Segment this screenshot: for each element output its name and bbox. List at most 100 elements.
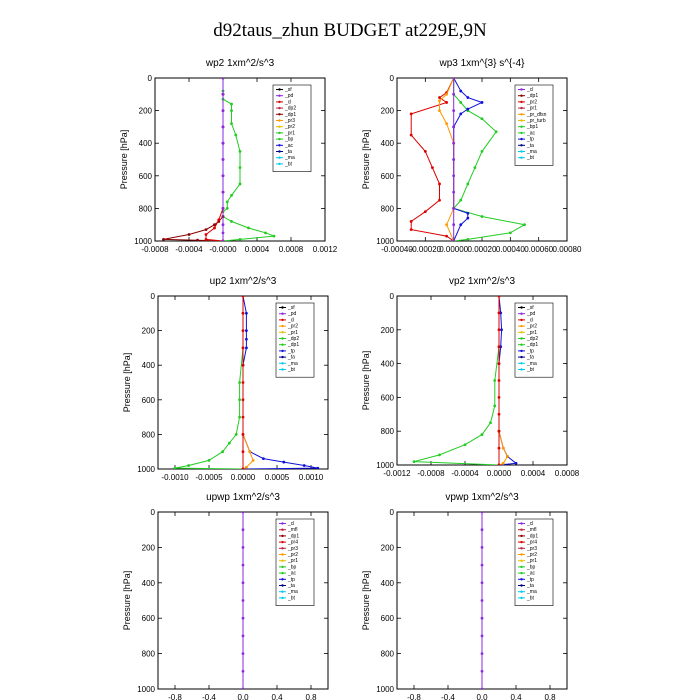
series-point (480, 433, 484, 436)
legend-label: _bt (526, 595, 535, 601)
legend-marker (278, 125, 281, 128)
legend-label: _pr1 (526, 106, 537, 112)
series-point (221, 450, 225, 454)
series-point (489, 421, 492, 425)
series-point (196, 238, 199, 241)
series-point (221, 231, 225, 235)
legend-label: _mfl (287, 527, 297, 533)
series-point (173, 466, 177, 469)
series-point (480, 581, 484, 585)
legend-label: _ta (284, 149, 292, 155)
series-point (241, 415, 245, 419)
legend-marker (278, 94, 281, 97)
series-point (213, 223, 216, 227)
legend-label: _cl (287, 521, 294, 527)
legend-label: _ac (284, 143, 294, 149)
legend-marker (520, 119, 523, 122)
legend-label: _pd (287, 311, 297, 317)
legend-box (514, 302, 554, 378)
y-tick-label: 1000 (376, 685, 394, 694)
y-tick-label: 600 (139, 172, 153, 181)
legend-label: _dp1 (284, 112, 296, 118)
legend-label: _cl (526, 317, 533, 323)
series-point (238, 237, 242, 241)
series-point (438, 99, 441, 103)
legend-marker (520, 547, 523, 550)
series-point (241, 433, 245, 436)
series-point (217, 218, 221, 222)
series-point (241, 311, 245, 315)
legend-label: _tp (287, 577, 295, 583)
legend-marker (281, 343, 284, 346)
y-tick-label: 800 (142, 430, 156, 439)
legend-marker (520, 596, 523, 600)
legend-marker (520, 522, 523, 525)
series-point (234, 433, 238, 436)
legend-marker (520, 540, 523, 544)
legend-label: _sf (526, 305, 534, 311)
chart-panel-1: wp2 1xm^2/s^3 Pressure [hPa] 0 200 400 600 800… (119, 58, 338, 254)
series-point (452, 174, 456, 178)
chart-panel-3: up2 1xm^2/s^3 Pressure [hPa] 0 200 400 600 800… (122, 276, 329, 482)
series-point (480, 652, 484, 655)
series-point (466, 107, 470, 111)
series-point (272, 234, 276, 238)
legend-marker (520, 534, 523, 538)
series-point (452, 223, 456, 227)
series-point (445, 234, 448, 238)
series-point (245, 329, 248, 332)
y-tick-label: 600 (381, 614, 395, 623)
x-tick-label: -0.00040 (381, 245, 413, 254)
series-point (508, 231, 512, 235)
legend-label: _ta (526, 355, 534, 361)
series-point (204, 228, 208, 231)
x-tick-label: 0.00000 (439, 245, 468, 254)
series-point (241, 599, 245, 602)
chart-title: wp2 1xm^2/s^3 (205, 58, 275, 69)
series-point (431, 166, 434, 170)
series-group (173, 296, 320, 469)
series-group (409, 78, 526, 241)
legend-marker (520, 306, 523, 309)
series-point (221, 158, 225, 161)
legend-label: _ta (526, 583, 534, 589)
y-axis-label: Pressure [hPa] (361, 351, 371, 411)
legend-label: _cl (287, 317, 294, 323)
series-group (412, 296, 518, 465)
legend-label: _cl (526, 87, 533, 93)
legend-label: _ma (526, 361, 537, 367)
legend-box (275, 302, 315, 378)
legend-marker (281, 584, 284, 587)
x-tick-label: 0.00060 (524, 245, 553, 254)
legend-label: _dp1 (287, 342, 299, 348)
series-point (221, 125, 225, 129)
series-point (241, 669, 245, 673)
legend-marker (281, 578, 284, 581)
series-point (480, 599, 484, 602)
series-point (466, 216, 470, 220)
series-line (174, 296, 244, 469)
legend-label: _pr2 (526, 324, 537, 330)
series-point (230, 122, 233, 126)
legend-marker (520, 331, 523, 334)
legend-marker (520, 590, 523, 593)
series-point (187, 464, 191, 467)
series-point (497, 446, 501, 450)
x-tick-label: -0.0008 (417, 469, 445, 478)
series-point (494, 130, 498, 134)
series-point (241, 616, 245, 620)
series-point (466, 96, 470, 99)
series-point (497, 328, 501, 332)
series-point (241, 581, 245, 585)
legend-marker (520, 584, 523, 587)
legend-marker (281, 540, 284, 544)
legend-label: _dp2 (526, 336, 538, 342)
series-line (242, 296, 254, 469)
y-tick-label: 400 (381, 579, 395, 588)
legend-marker (520, 337, 523, 340)
series-point (302, 464, 306, 467)
series-point (241, 652, 245, 655)
x-tick-label: 0.4 (510, 693, 522, 700)
y-tick-label: 0 (151, 508, 156, 517)
series-point (438, 182, 441, 186)
